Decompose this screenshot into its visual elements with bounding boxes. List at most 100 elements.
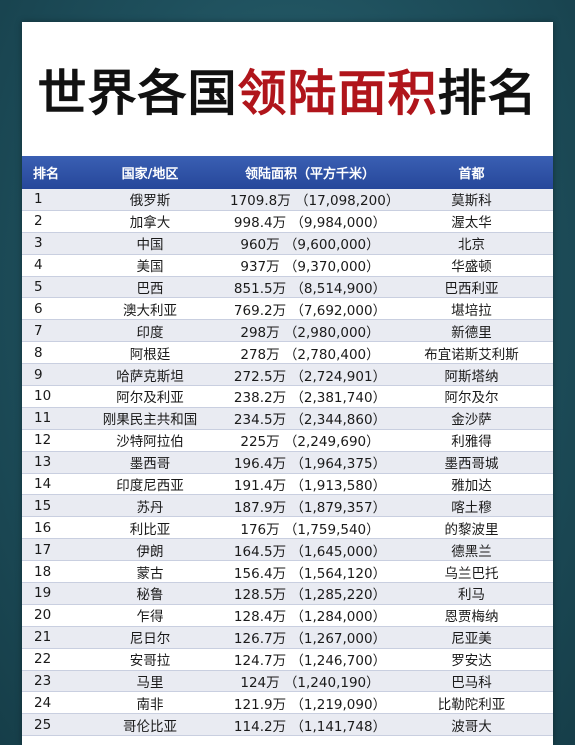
header-country: 国家/地区 [121,167,179,182]
cell-capital: 华盛顿 [451,259,492,276]
table-row: 19 秘鲁 128.5万 （1,285,220） 利马 [22,583,553,605]
table-row: 8 阿根廷 278万 （2,780,400） 布宜诺斯艾利斯 [22,342,553,365]
cell-capital: 巴西利亚 [444,281,499,297]
cell-area: 126.7万 （1,267,000） [233,631,387,648]
cell-rank: 22 [34,651,52,668]
cell-area: 128.5万 （1,285,220） [233,587,387,604]
cell-rank: 21 [34,629,52,646]
cell-country: 蒙古 [136,565,164,582]
cell-country: 巴西 [136,281,164,297]
cell-rank: 18 [34,563,52,580]
cell-country: 墨西哥 [129,456,171,473]
cell-capital: 墨西哥城 [444,456,499,473]
cell-area: 769.2万 （7,692,000） [233,302,387,319]
cell-capital: 恩贾梅纳 [444,609,499,626]
cell-area: 121.9万 （1,219,090） [233,696,387,713]
cell-country: 澳大利亚 [123,302,177,319]
cell-rank: 11 [34,410,52,427]
table-row: 22 安哥拉 124.7万 （1,246,700） 罗安达 [22,648,553,671]
ranking-card: 世界各国 领陆面积 排名 排名 国家/地区 领陆面积（平方千米） 首都 1 俄罗斯 17… [22,22,553,745]
cell-country: 俄罗斯 [129,193,171,210]
cell-rank: 8 [34,344,43,361]
table-row: 12 沙特阿拉伯 225万 （2,249,690） 利雅得 [22,429,553,452]
cell-capital: 布宜诺斯艾利斯 [424,346,519,363]
cell-country: 伊朗 [136,543,164,560]
cell-area: 225万 （2,249,690） [240,434,380,451]
cell-capital: 波哥大 [451,718,492,735]
table-header: 排名 国家/地区 领陆面积（平方千米） 首都 [22,156,553,189]
cell-country: 马里 [136,675,164,692]
cell-country: 乍得 [136,609,164,626]
cell-country: 利比亚 [129,521,171,538]
cell-country: 尼日尔 [129,631,171,648]
cell-rank: 1 [34,191,43,208]
cell-rank: 15 [34,497,52,514]
cell-capital: 莫斯科 [451,193,492,210]
cell-capital: 尼亚美 [451,631,492,648]
cell-rank: 20 [34,607,52,624]
cell-country: 刚果民主共和国 [102,412,198,429]
cell-country: 安哥拉 [129,653,171,670]
table-row: 16 利比亚 176万 （1,759,540） 的黎波里 [22,517,553,540]
table-row: 4 美国 937万 （9,370,000） 华盛顿 [22,254,553,277]
cell-area: 114.2万 （1,141,748） [233,718,387,735]
cell-rank: 14 [34,476,52,493]
cell-rank: 19 [34,585,52,602]
cell-rank: 7 [34,322,43,339]
cell-area: 176万 （1,759,540） [240,521,380,538]
table-body: 1 俄罗斯 1709.8万 （17,098,200） 莫斯科 2 加拿大 998.4万 （9… [22,189,553,737]
cell-capital: 的黎波里 [444,521,499,538]
cell-area: 298万 （2,980,000） [240,324,380,341]
cell-country: 秘鲁 [136,587,164,604]
table-row: 6 澳大利亚 769.2万 （7,692,000） 堪培拉 [22,298,553,321]
cell-country: 沙特阿拉伯 [116,434,184,451]
cell-area: 128.4万 （1,284,000） [233,609,387,626]
cell-rank: 9 [34,366,43,383]
cell-area: 960万 （9,600,000） [240,237,380,254]
cell-rank: 2 [34,213,43,230]
table-row: 14 印度尼西亚 191.4万 （1,913,580） 雅加达 [22,473,553,496]
table-row: 21 尼日尔 126.7万 （1,267,000） 尼亚美 [22,626,553,649]
cell-area: 156.4万 （1,564,120） [233,565,387,582]
cell-capital: 比勒陀利亚 [437,696,506,713]
cell-area: 272.5万 （2,724,901） [233,368,387,385]
cell-country: 南非 [136,696,164,713]
title-part-3: 排名 [437,64,538,122]
table-row: 10 阿尔及利亚 238.2万 （2,381,740） 阿尔及尔 [22,386,553,408]
cell-capital: 阿尔及尔 [444,390,499,407]
cell-country: 哥伦比亚 [123,718,177,735]
table-row: 23 马里 124万 （1,240,190） 巴马科 [22,670,553,693]
cell-rank: 17 [34,541,52,558]
table-row: 9 哈萨克斯坦 272.5万 （2,724,901） 阿斯塔纳 [22,364,553,387]
cell-rank: 12 [34,432,52,449]
cell-area: 278万 （2,780,400） [240,346,380,363]
header-rank: 排名 [32,167,59,182]
table-row: 15 苏丹 187.9万 （1,879,357） 喀土穆 [22,495,553,518]
cell-capital: 乌兰巴托 [444,565,499,582]
cell-area: 164.5万 （1,645,000） [233,543,387,560]
cell-rank: 4 [34,257,43,274]
cell-area: 937万 （9,370,000） [240,259,380,276]
cell-country: 印度尼西亚 [116,478,184,495]
cell-rank: 25 [34,716,52,733]
cell-country: 印度 [136,324,164,341]
table-row: 13 墨西哥 196.4万 （1,964,375） 墨西哥城 [22,451,553,474]
cell-country: 阿根廷 [129,346,171,363]
cell-area: 191.4万 （1,913,580） [233,478,387,495]
table-row: 17 伊朗 164.5万 （1,645,000） 德黑兰 [22,539,553,562]
cell-area: 196.4万 （1,964,375） [233,456,387,473]
cell-area: 124.7万 （1,246,700） [233,653,387,670]
cell-area: 124万 （1,240,190） [240,675,380,692]
cell-capital: 新德里 [451,324,492,341]
cell-capital: 金沙萨 [451,412,492,429]
table-row: 25 哥伦比亚 114.2万 （1,141,748） 波哥大 [22,714,553,737]
table-row: 20 乍得 128.4万 （1,284,000） 恩贾梅纳 [22,604,553,627]
cell-country: 中国 [136,237,164,254]
cell-area: 998.4万 （9,984,000） [233,215,387,232]
cell-capital: 北京 [458,237,485,254]
table-row: 3 中国 960万 （9,600,000） 北京 [22,232,553,255]
header-capital: 首都 [458,167,485,182]
cell-area: 1709.8万 （17,098,200） [230,193,400,210]
table-row: 2 加拿大 998.4万 （9,984,000） 渥太华 [22,210,553,233]
title-part-1: 世界各国 [37,64,238,122]
